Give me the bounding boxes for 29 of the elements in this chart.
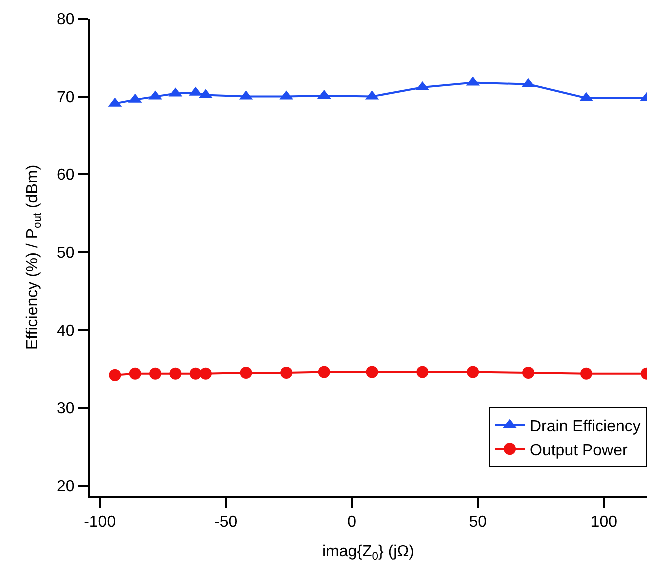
y-tick-label: 60 (57, 167, 75, 184)
y-tick-label: 30 (57, 400, 75, 418)
point (109, 369, 122, 382)
point (190, 368, 202, 380)
legend-label: Drain Efficiency (530, 418, 641, 436)
point (129, 368, 142, 380)
point (170, 368, 182, 380)
y-tick-label: 70 (57, 89, 75, 106)
point (522, 367, 535, 380)
point (240, 367, 252, 380)
point (150, 368, 162, 380)
y-tick-label: 80 (57, 12, 75, 29)
y-tick-label: 40 (57, 322, 75, 340)
y-tick-label: 20 (57, 478, 75, 496)
x-tick-label: -50 (214, 514, 238, 532)
x-tick-label: 0 (348, 514, 357, 532)
point (280, 367, 293, 380)
point (200, 368, 212, 380)
point (416, 366, 429, 378)
x-tick-label: -100 (84, 514, 116, 532)
point (366, 366, 378, 378)
point (580, 368, 593, 380)
x-axis-title: imag{Z$_{0}$} (jΩ) (322, 543, 414, 563)
x-tick-label: 100 (590, 514, 618, 532)
legend-label: Output Power (530, 442, 628, 460)
point (318, 366, 330, 378)
point (467, 366, 480, 378)
x-tick-label: 50 (469, 514, 488, 532)
y-tick-label: 50 (57, 245, 75, 262)
